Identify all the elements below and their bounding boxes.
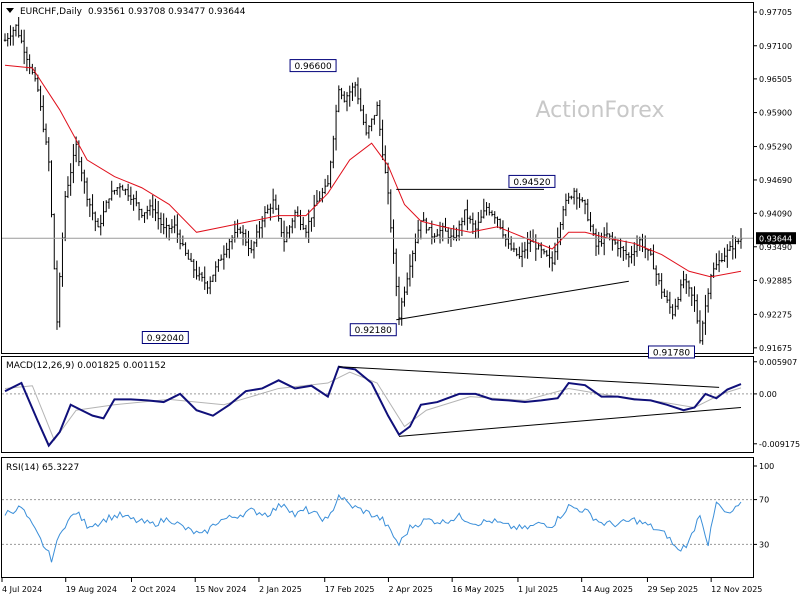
macd-axis-label: -0.009175 — [759, 440, 800, 449]
price-label-box — [349, 323, 397, 337]
chart-menu-icon[interactable] — [6, 8, 14, 13]
moving-average-line — [4, 64, 742, 278]
price-layer: 0.96600 0.94520 0.92040 0.92180 0.91780 — [2, 16, 753, 359]
rsi-layer — [2, 493, 753, 563]
macd-axis-label: 0.00 — [759, 390, 777, 399]
x-axis-label: 4 Jul 2024 — [2, 585, 42, 594]
x-axis-label: 15 Nov 2024 — [195, 585, 246, 594]
macd-title: MACD(12,26,9) 0.001825 0.001152 — [6, 361, 166, 371]
current-price-label: 0.93644 — [759, 235, 792, 244]
ohlc-values: 0.93561 0.93708 0.93477 0.93644 — [88, 7, 246, 17]
x-axis-label: 12 Nov 2025 — [711, 585, 762, 594]
macd-layer — [2, 365, 753, 448]
x-axis-label: 2 Jan 2025 — [259, 585, 302, 594]
rsi-line — [4, 493, 742, 563]
price-axis-label: 0.97100 — [759, 42, 792, 51]
macd-trendline — [398, 406, 742, 437]
price-axis-label: 0.92885 — [759, 276, 792, 285]
price-label: 0.96600 — [294, 62, 331, 72]
rsi-axis-label: 70 — [759, 496, 769, 505]
price-label: 0.91780 — [653, 348, 690, 358]
watermark-text: ActionForex — [536, 98, 665, 123]
price-axis-label: 0.94090 — [759, 209, 792, 218]
price-axis-label: 0.97705 — [759, 8, 792, 17]
price-label-box — [647, 345, 695, 359]
current-price-box — [756, 232, 796, 245]
rsi-axis-label: 100 — [759, 462, 774, 471]
x-axis-label: 19 Aug 2024 — [66, 585, 117, 594]
x-axis-label: 16 May 2025 — [452, 585, 504, 594]
macd-axis-label: 0.005907 — [759, 358, 797, 367]
price-axis-label: 0.91675 — [759, 344, 792, 353]
x-axis-label: 1 Jul 2025 — [518, 585, 558, 594]
x-axis-label: 14 Aug 2025 — [582, 585, 633, 594]
price-axis-label: 0.93490 — [759, 243, 792, 252]
macd-panel-frame — [1, 356, 754, 453]
price-axis-label: 0.95290 — [759, 143, 792, 152]
price-axis-label: 0.92275 — [759, 310, 792, 319]
price-axis-label: 0.94690 — [759, 176, 792, 185]
price-panel-frame — [1, 2, 754, 354]
price-label-box — [289, 59, 337, 73]
rsi-panel-frame — [1, 457, 754, 578]
macd-trendline — [338, 366, 720, 388]
x-axis-label: 2 Apr 2025 — [388, 585, 432, 594]
price-label: 0.94520 — [513, 178, 550, 188]
x-axis-label: 2 Oct 2024 — [132, 585, 176, 594]
axis-layer: 0.97705 0.97100 0.96505 0.95900 0.95290 0.946… — [1, 8, 800, 594]
symbol-label: EURCHF,Daily — [20, 7, 83, 17]
rsi-axis-label: 30 — [759, 540, 769, 549]
price-label-box — [141, 331, 189, 345]
price-label: 0.92180 — [355, 326, 392, 336]
x-axis-label: 17 Feb 2025 — [325, 585, 375, 594]
macd-main-line — [4, 365, 742, 448]
price-label: 0.92040 — [147, 334, 184, 344]
price-label-box — [508, 174, 556, 188]
price-axis-label: 0.96505 — [759, 75, 792, 84]
rsi-title: RSI(14) 65.3227 — [6, 463, 79, 473]
price-trendline — [396, 280, 629, 321]
x-axis-label: 29 Sep 2025 — [647, 585, 698, 594]
price-axis-label: 0.95900 — [759, 109, 792, 118]
